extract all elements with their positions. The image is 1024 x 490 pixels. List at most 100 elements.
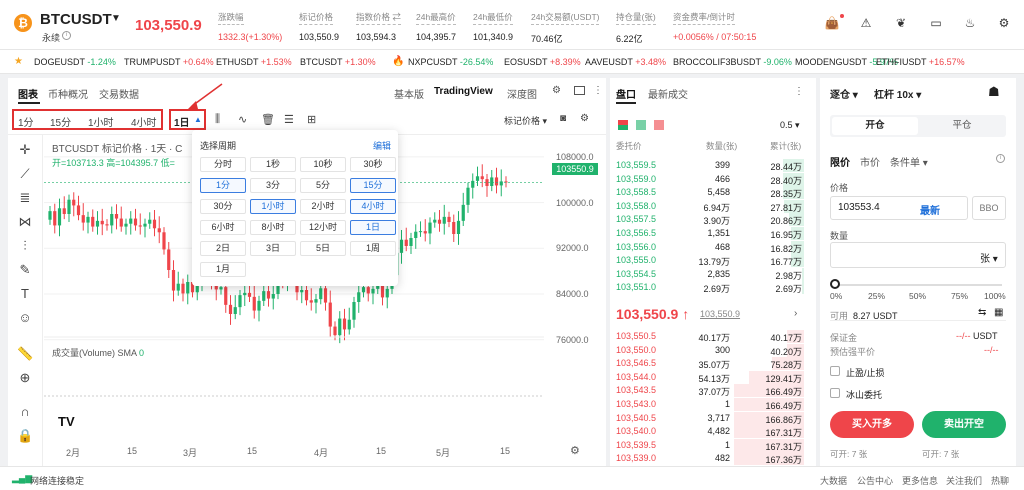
asks-row[interactable]: 103,555.0 13.79万 16.77万 [610,254,816,268]
calculator-icon[interactable]: ▦ [994,307,1004,318]
ticker-item[interactable]: AAVEUSDT +3.48% [585,57,666,67]
grid-layout-icon[interactable]: ⊞ [307,114,317,126]
bids-row[interactable]: 103,550.5 40.17万 40.17万 [610,330,816,343]
leverage-selector[interactable]: 杠杆 10x ▾ [874,90,922,101]
asks-row[interactable]: 103,554.5 2,835 2.98万 [610,267,816,281]
bids-row[interactable]: 103,539.0 482 167.36万 [610,452,816,466]
gear-icon[interactable]: ⚙ [998,16,1010,30]
link-big-data[interactable]: 大数据 [820,476,848,486]
slider-handle[interactable] [830,279,840,289]
book-both-icon[interactable] [618,120,628,130]
tab-recent-trades[interactable]: 最新成交 [648,90,688,101]
tab-coin-overview[interactable]: 币种概况 [48,90,88,101]
symbol-selector[interactable]: BTCUSDT [40,11,112,28]
transfer-icon[interactable]: ⇆ [978,307,987,318]
interval-1m[interactable]: 1分 [18,118,34,129]
ticker-item[interactable]: ETHUSDT +1.53% [216,57,292,67]
asks-row[interactable]: 103,558.0 6.94万 27.81万 [610,199,816,213]
interval-option[interactable]: 10秒 [300,157,346,172]
interval-option[interactable]: 30分 [200,199,246,214]
interval-option[interactable]: 2小时 [300,199,346,214]
view-tradingview[interactable]: TradingView [434,86,493,97]
order-type-conditional[interactable]: 条件单 ▾ [890,158,928,169]
interval-option[interactable]: 4小时 [350,199,396,214]
link-hot-chat[interactable]: 热聊 [991,476,1010,486]
mark-price-selector[interactable]: 标记价格 ▾ [504,116,548,126]
popup-edit-link[interactable]: 编辑 [373,141,392,151]
candle-type-icon[interactable]: ⫼ [215,113,221,125]
bids-row[interactable]: 103,543.0 1 166.49万 [610,398,816,411]
gear-icon[interactable]: ⚙ [552,85,561,96]
pattern-icon[interactable]: ⋈ [18,214,32,229]
tab-trade-data[interactable]: 交易数据 [99,90,139,101]
ticker-item[interactable]: MOODENGUSDT -5.97% [795,57,898,67]
sell-short-button[interactable]: 卖出开空 [922,411,1006,438]
trend-line-icon[interactable]: ⟋ [20,166,30,181]
interval-option[interactable]: 5日 [300,241,346,256]
more-vertical-icon[interactable]: ⋮ [593,85,603,96]
interval-option[interactable]: 3分 [250,178,296,193]
margin-mode-selector[interactable]: 逐仓 ▾ [830,90,858,101]
interval-option[interactable]: 15分 [350,178,396,193]
measure-icon[interactable]: ⫶ [23,238,27,253]
caret-up-icon[interactable]: ▲ [194,115,202,124]
interval-option[interactable]: 1小时 [250,199,296,214]
bids-row[interactable]: 103,540.5 3,717 166.86万 [610,411,816,425]
emoji-icon[interactable]: ☺ [18,310,32,325]
amount-slider[interactable] [834,284,1002,286]
list-icon[interactable]: ☰ [284,114,294,126]
price-input[interactable] [830,196,968,220]
interval-option[interactable]: 1日 [350,220,396,235]
tab-orderbook[interactable]: 盘口 [616,90,636,101]
precision-selector[interactable]: 0.5 ▾ [780,120,800,130]
buy-long-button[interactable]: 买入开多 [830,411,914,438]
link-more-info[interactable]: 更多信息 [902,476,939,486]
ticker-item[interactable]: ETHFIUSDT +16.57% [876,57,965,67]
bids-row[interactable]: 103,546.5 35.07万 75.28万 [610,357,816,371]
ticker-item[interactable]: BROCCOLIF3BUSDT -9.06% [673,57,792,67]
asks-row[interactable]: 103,556.0 468 16.82万 [610,240,816,254]
zoom-in-icon[interactable]: ⊕ [19,370,31,385]
order-type-market[interactable]: 市价 [860,158,880,169]
interval-15m[interactable]: 15分 [50,118,72,129]
view-basic[interactable]: 基本版 [394,90,424,101]
asks-row[interactable]: 103,559.0 466 28.40万 [610,172,816,186]
bag-icon[interactable]: 👜 [824,16,840,30]
star-icon[interactable]: ★ [14,56,23,67]
leaf-icon[interactable]: ❦ [895,16,907,30]
crosshair-icon[interactable]: ✛ [19,142,31,157]
alert-icon[interactable]: ⚠ [860,16,872,30]
close-position-tab[interactable]: 平仓 [952,120,972,131]
info-icon[interactable]: i [996,154,1005,163]
ticker-item[interactable]: EOSUSDT +8.39% [504,57,581,67]
trash-icon[interactable]: 🗑 [261,114,275,126]
ticker-item[interactable]: NXPCUSDT -26.54% [408,57,493,67]
info-icon[interactable]: i [62,31,71,40]
more-vertical-icon[interactable]: ⋮ [794,86,804,97]
bell-icon[interactable]: ♨ [964,16,976,30]
settings-icon[interactable]: ⚙ [580,113,589,124]
interval-option[interactable]: 12小时 [300,220,346,235]
asks-row[interactable]: 103,559.5 399 28.44万 [610,159,816,172]
magnet-icon[interactable]: ∩ [20,404,30,419]
ticker-item[interactable]: TRUMPUSDT +0.64% [124,57,214,67]
link-announcements[interactable]: 公告中心 [857,476,894,486]
text-icon[interactable]: T [21,286,29,301]
interval-4h[interactable]: 4小时 [131,118,157,129]
camera-icon[interactable]: ◙ [560,113,567,124]
open-position-tab[interactable]: 开仓 [832,117,918,135]
asks-row[interactable]: 103,556.5 1,351 16.95万 [610,227,816,240]
asks-row[interactable]: 103,551.0 2.69万 2.69万 [610,281,816,295]
interval-option[interactable]: 1周 [350,241,396,256]
interval-dropdown[interactable]: 1日 [174,118,190,129]
wallet-icon[interactable]: ▭ [930,16,942,30]
book-asks-icon[interactable] [654,120,664,130]
bids-row[interactable]: 103,544.0 54.13万 129.41万 [610,370,816,384]
asks-row[interactable]: 103,558.5 5,458 28.35万 [610,186,816,200]
interval-option[interactable]: 2日 [200,241,246,256]
interval-option[interactable]: 3日 [250,241,296,256]
interval-option[interactable]: 5分 [300,178,346,193]
chevron-right-icon[interactable]: › [794,308,798,319]
bids-row[interactable]: 103,550.0 300 40.20万 [610,343,816,357]
robot-icon[interactable]: ☗ [988,84,1000,99]
